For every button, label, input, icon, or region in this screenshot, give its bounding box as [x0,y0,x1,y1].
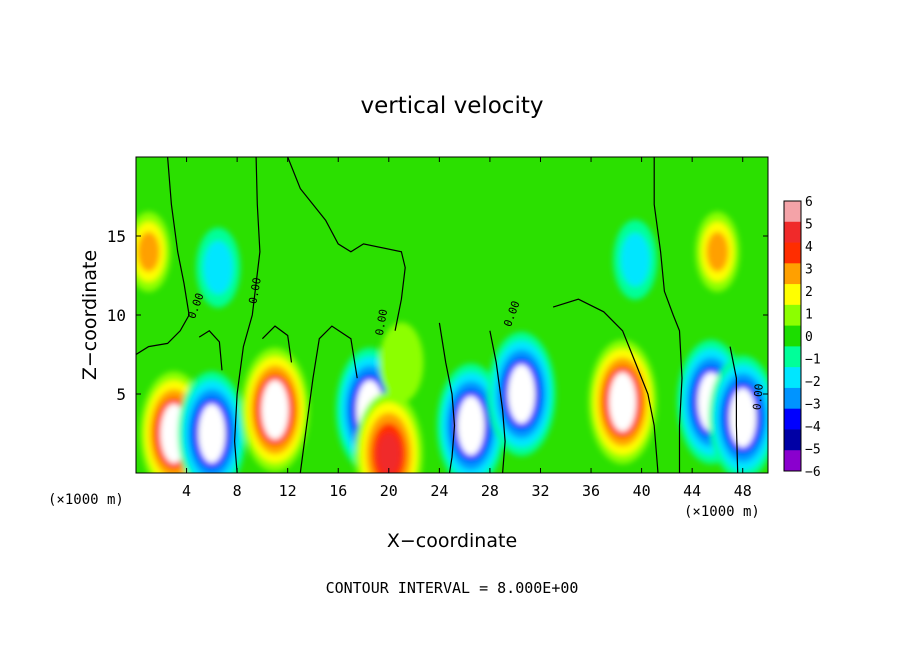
x-tick-label: 40 [633,482,651,500]
colorbar-swatch [784,325,801,347]
zero-contour [299,325,358,473]
plot-area: 0.000.000.00 0.000.00 [136,157,768,473]
velocity-cell-core [507,364,536,424]
velocity-cell [379,322,424,403]
velocity-cell-level [377,433,401,473]
colorbar-swatch [784,304,801,327]
colorbar-swatch [784,346,801,368]
colorbar-tick-label: −4 [805,420,821,435]
velocity-cell [695,211,740,292]
x-tick-label: 16 [329,482,347,500]
contour-label: 0.00 [751,383,766,411]
colorbar-tick-label: 6 [805,195,813,210]
colorbar-swatch [784,450,801,472]
colorbar-swatch [784,221,801,243]
contour-interval-note: CONTOUR INTERVAL = 8.000E+00 [326,579,579,597]
velocity-cell-level [620,233,650,287]
colorbar-tick-label: 5 [805,218,813,233]
colorbar: 6 5 4 3 2 1 0 −1 −2 −3 −4 −5 −6 [783,195,821,480]
velocity-cell-core [457,395,485,456]
x-tick-label: 8 [233,482,242,500]
velocity-cell-core [198,403,226,464]
x-tick-label: 36 [582,482,600,500]
x-tick-label: 32 [531,482,549,500]
chart-title: vertical velocity [361,93,544,119]
colorbar-tick-label: 1 [805,308,813,323]
x-tick-label: 20 [380,482,398,500]
velocity-cell [177,371,246,473]
x-tick-label: 44 [683,482,701,500]
colorbar-swatch [784,408,801,430]
colorbar-tick-label: −5 [805,443,821,458]
colorbar-tick-label: −6 [805,465,821,480]
y-axis-title: Z−coordinate [79,250,101,380]
zero-contour [261,325,293,363]
zero-contour [653,157,683,473]
velocity-cell [588,339,657,464]
colorbar-tick-label: −1 [805,353,821,368]
velocity-cell [136,211,171,292]
velocity-cell-level [203,240,233,295]
velocity-cell-level [137,231,160,272]
x-tick-label: 48 [734,482,752,500]
colorbar-swatch [784,242,801,264]
colorbar-swatch [784,263,801,285]
colorbar-frame [783,200,802,472]
y-axis: 5 10 15 [107,227,768,404]
velocity-cell-level [379,322,424,403]
x-unit-label-right: (×1000 m) [684,504,760,520]
x-tick-label: 28 [481,482,499,500]
colorbar-swatch [784,284,801,306]
velocity-cell [354,392,423,473]
velocity-cells [136,211,768,473]
colorbar-swatch [784,387,801,410]
y-tick-label: 5 [116,385,126,404]
x-tick-label: 4 [182,482,191,500]
y-tick-label: 10 [107,306,126,325]
zero-contour [729,346,739,473]
velocity-cell-core [609,372,637,432]
zero-contours [136,157,739,473]
x-tick-label: 24 [430,482,448,500]
colorbar-tick-label: 2 [805,285,813,300]
colorbar-swatch [784,201,801,223]
colorbar-swatch [784,429,801,451]
zero-contour [489,330,506,473]
colorbar-tick-label: 0 [805,330,813,345]
colorbar-tick-label: −3 [805,398,821,413]
contour-label: 0.00 [373,308,390,336]
zero-contour [233,157,261,473]
zero-contour [198,330,223,371]
y-tick-label: 15 [107,227,126,246]
x-unit-label-left: (×1000 m) [48,492,124,508]
velocity-cell-level [706,231,729,272]
velocity-cell [708,355,768,473]
colorbar-tick-label: 3 [805,263,813,278]
x-tick-label: 12 [279,482,297,500]
zero-contour [287,157,406,331]
zero-contour [438,322,456,473]
zero-contour [136,157,190,356]
velocity-cell [487,332,556,456]
velocity-cell [241,347,310,472]
colorbar-swatch [784,367,801,389]
x-axis: 4 8 12 16 20 24 28 32 36 40 44 48 [182,157,752,500]
velocity-cell-core [261,380,289,440]
colorbar-tick-label: 4 [805,240,813,255]
velocity-cell [613,219,658,300]
velocity-cell [196,227,241,308]
contour-label: 0.00 [246,277,263,305]
zero-contour [552,298,659,473]
colorbar-tick-label: −2 [805,375,821,390]
x-axis-title: X−coordinate [387,530,517,552]
